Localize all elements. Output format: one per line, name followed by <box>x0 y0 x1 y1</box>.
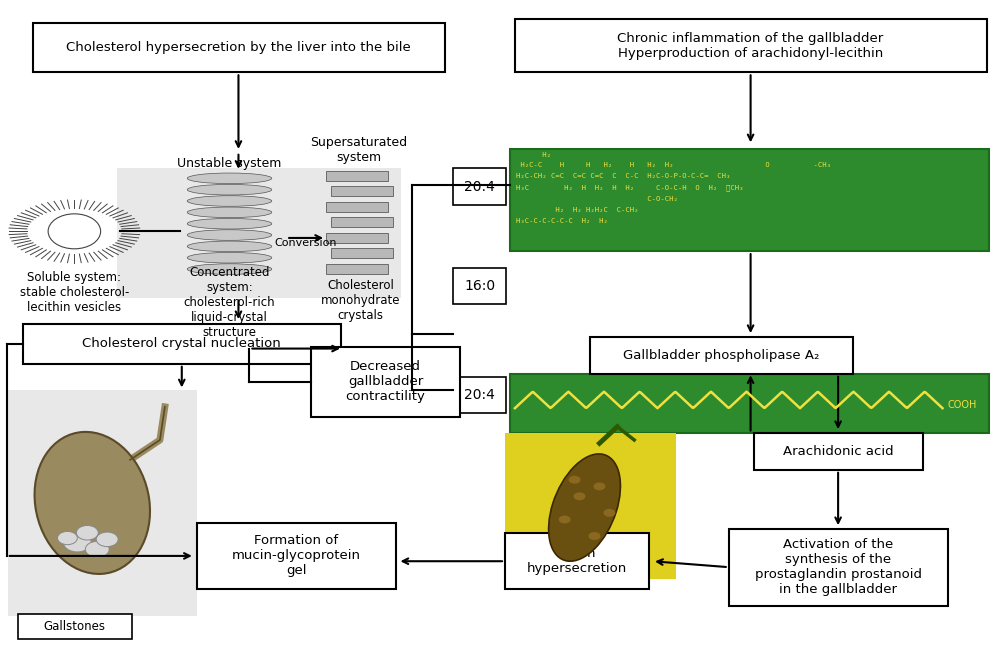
FancyBboxPatch shape <box>515 19 987 72</box>
Text: 16:0: 16:0 <box>464 279 495 293</box>
Ellipse shape <box>187 241 272 252</box>
FancyBboxPatch shape <box>510 148 989 251</box>
Ellipse shape <box>187 207 272 218</box>
Ellipse shape <box>187 218 272 229</box>
FancyBboxPatch shape <box>453 268 506 304</box>
Text: Gallbladder phospholipase A₂: Gallbladder phospholipase A₂ <box>623 349 819 362</box>
Circle shape <box>96 532 118 546</box>
FancyBboxPatch shape <box>331 248 393 259</box>
Text: H₂  H₂ H₂H₂C  C-CH₂: H₂ H₂ H₂H₂C C-CH₂ <box>516 207 638 213</box>
FancyBboxPatch shape <box>326 171 388 181</box>
FancyBboxPatch shape <box>754 434 923 470</box>
FancyBboxPatch shape <box>8 390 197 615</box>
Ellipse shape <box>187 264 272 275</box>
Text: Cholesterol hypersecretion by the liver into the bile: Cholesterol hypersecretion by the liver … <box>66 41 411 54</box>
FancyBboxPatch shape <box>510 374 989 434</box>
Text: Mucin
hypersecretion: Mucin hypersecretion <box>526 547 627 575</box>
FancyBboxPatch shape <box>331 186 393 196</box>
Text: Chronic inflammation of the gallbladder
Hyperproduction of arachidonyl-lecithin: Chronic inflammation of the gallbladder … <box>617 32 884 60</box>
Text: Formation of
mucin-glycoprotein
gel: Formation of mucin-glycoprotein gel <box>232 534 361 577</box>
Text: Unstable system: Unstable system <box>177 156 282 170</box>
Text: 20:4: 20:4 <box>464 180 495 194</box>
Text: Activation of the
synthesis of the
prostaglandin prostanoid
in the gallbladder: Activation of the synthesis of the prost… <box>755 538 922 596</box>
Text: H₂C-CH₂ C=C  C=C C=C  C  C-C  H₂C-O-P-O-C-C=  CH₃: H₂C-CH₂ C=C C=C C=C C C-C H₂C-O-P-O-C-C=… <box>516 173 730 179</box>
Circle shape <box>76 526 98 540</box>
Text: COOH: COOH <box>948 400 977 410</box>
Circle shape <box>57 532 77 544</box>
Circle shape <box>63 533 91 552</box>
FancyBboxPatch shape <box>117 168 401 297</box>
FancyBboxPatch shape <box>331 217 393 227</box>
Ellipse shape <box>187 196 272 206</box>
Ellipse shape <box>187 173 272 184</box>
FancyBboxPatch shape <box>23 324 341 364</box>
FancyBboxPatch shape <box>18 613 132 639</box>
Text: Soluble system:
stable cholesterol-
lecithin vesicles: Soluble system: stable cholesterol- leci… <box>20 271 129 315</box>
Circle shape <box>559 516 571 524</box>
Circle shape <box>603 509 615 517</box>
FancyBboxPatch shape <box>311 347 460 417</box>
FancyBboxPatch shape <box>326 264 388 274</box>
Ellipse shape <box>187 230 272 240</box>
Text: 20:4: 20:4 <box>464 388 495 402</box>
Text: Gallstones: Gallstones <box>43 620 105 633</box>
Text: Concentrated
system:
cholesterol-rich
liquid-crystal
structure: Concentrated system: cholesterol-rich li… <box>184 266 275 339</box>
FancyBboxPatch shape <box>590 337 853 374</box>
Text: Supersaturated
system: Supersaturated system <box>310 136 407 164</box>
Text: Arachidonic acid: Arachidonic acid <box>783 446 893 458</box>
Ellipse shape <box>187 253 272 263</box>
FancyBboxPatch shape <box>505 533 649 589</box>
FancyBboxPatch shape <box>326 233 388 242</box>
Ellipse shape <box>549 454 620 561</box>
Ellipse shape <box>187 184 272 195</box>
FancyBboxPatch shape <box>505 434 676 579</box>
Text: C-O-CH₂: C-O-CH₂ <box>516 196 678 202</box>
Circle shape <box>589 532 600 540</box>
Text: H₃C        H₂  H  H₂  H  H₂     C-O-C-H  O  H₂  ˬCH₃: H₃C H₂ H H₂ H H₂ C-O-C-H O H₂ ˬCH₃ <box>516 184 743 191</box>
FancyBboxPatch shape <box>326 202 388 212</box>
FancyBboxPatch shape <box>197 523 396 589</box>
FancyBboxPatch shape <box>729 530 948 606</box>
Text: Conversion: Conversion <box>275 238 337 248</box>
Circle shape <box>85 541 109 557</box>
FancyBboxPatch shape <box>453 168 506 205</box>
Text: Cholesterol
monohydrate
crystals: Cholesterol monohydrate crystals <box>321 279 401 323</box>
Ellipse shape <box>35 432 150 574</box>
Text: Decreased
gallbladder
contractility: Decreased gallbladder contractility <box>346 360 426 403</box>
Text: Cholesterol crystal nucleation: Cholesterol crystal nucleation <box>82 337 281 351</box>
FancyBboxPatch shape <box>453 377 506 413</box>
Text: H₂C-C    H     H   H₂    H   H₂  H₂                     O          -CH₃: H₂C-C H H H₂ H H₂ H₂ O -CH₃ <box>516 162 831 168</box>
FancyBboxPatch shape <box>33 23 445 72</box>
Text: H₂: H₂ <box>516 152 551 158</box>
Circle shape <box>593 482 605 490</box>
Circle shape <box>569 476 581 484</box>
Text: H₃C-C-C-C-C-C  H₂  H₂: H₃C-C-C-C-C-C H₂ H₂ <box>516 218 608 224</box>
Circle shape <box>574 492 586 500</box>
